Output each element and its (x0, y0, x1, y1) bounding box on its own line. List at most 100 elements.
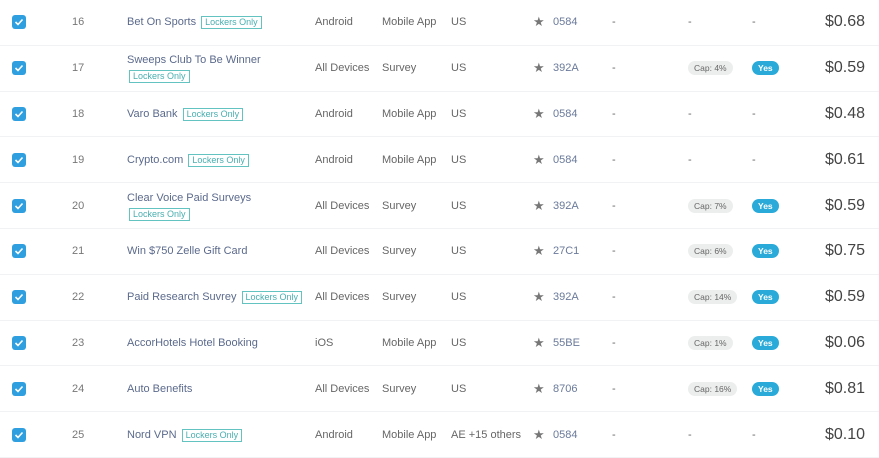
offer-name-text: Varo Bank (127, 107, 178, 120)
check-icon (14, 431, 24, 439)
check-icon (14, 339, 24, 347)
offer-type: Survey (382, 245, 417, 258)
row-checkbox[interactable] (12, 15, 26, 30)
device: Android (315, 428, 353, 441)
offer-name[interactable]: Nord VPN Lockers Only (127, 427, 307, 443)
device: iOS (315, 336, 334, 349)
table-row[interactable]: 17 Sweeps Club To Be Winner Lockers Only… (0, 46, 879, 92)
country: US (451, 382, 467, 395)
table-row[interactable]: 19 Crypto.com Lockers Only Android Mobil… (0, 137, 879, 184)
offer-name[interactable]: Varo Bank Lockers Only (127, 106, 307, 122)
star-icon[interactable]: ★ (533, 380, 545, 396)
offer-type: Mobile App (382, 16, 437, 29)
offer-name[interactable]: Paid Research Suvrey Lockers Only (127, 289, 307, 305)
table-row[interactable]: 24 Auto Benefits All Devices Survey US ★… (0, 366, 879, 413)
star-icon[interactable]: ★ (533, 243, 545, 259)
payout: $0.75 (824, 242, 865, 260)
star-icon[interactable]: ★ (533, 289, 545, 305)
country: AE +15 others (451, 428, 522, 441)
lockers-only-badge: Lockers Only (241, 291, 303, 305)
device: All Devices (315, 382, 370, 395)
table-row[interactable]: 22 Paid Research Suvrey Lockers Only All… (0, 275, 879, 321)
empty-cell: - (688, 153, 692, 166)
offer-name[interactable]: AccorHotels Hotel Booking (127, 335, 307, 351)
lockers-only-badge: Lockers Only (201, 16, 262, 30)
yes-badge: Yes (752, 290, 779, 305)
row-number: 25 (72, 428, 85, 441)
table-row[interactable]: 18 Varo Bank Lockers Only Android Mobile… (0, 92, 879, 138)
country: US (451, 291, 467, 304)
star-icon[interactable]: ★ (533, 105, 545, 121)
offer-name[interactable]: Auto Benefits (127, 381, 307, 397)
empty-cell: - (688, 16, 692, 29)
offer-name[interactable]: Clear Voice Paid Surveys Lockers Only (127, 190, 307, 222)
row-checkbox[interactable] (12, 290, 26, 305)
country: US (451, 16, 467, 29)
offer-name[interactable]: Win $750 Zelle Gift Card (127, 243, 307, 259)
yes-badge: Yes (752, 335, 779, 350)
offer-name[interactable]: Sweeps Club To Be Winner Lockers Only (127, 52, 307, 84)
offer-name[interactable]: Bet On Sports Lockers Only (127, 14, 307, 30)
offer-id: 0584 (553, 107, 578, 120)
payout: $0.59 (824, 196, 865, 214)
table-row[interactable]: 25 Nord VPN Lockers Only Android Mobile … (0, 412, 879, 458)
cap-badge: Cap: 6% (688, 244, 733, 259)
row-checkbox[interactable] (12, 198, 26, 213)
device: All Devices (315, 199, 370, 212)
device: Android (315, 16, 353, 29)
offer-id: 392A (553, 199, 579, 212)
empty-cell: - (612, 428, 616, 441)
star-icon[interactable]: ★ (533, 14, 545, 30)
row-checkbox[interactable] (12, 106, 26, 121)
offer-name[interactable]: Crypto.com Lockers Only (127, 152, 307, 168)
cap-badge: Cap: 16% (688, 381, 738, 396)
offer-id: 0584 (553, 16, 578, 29)
cap-badge: Cap: 7% (688, 198, 733, 213)
offer-id: 392A (553, 291, 579, 304)
row-checkbox[interactable] (12, 381, 26, 396)
offer-type: Mobile App (382, 153, 437, 166)
empty-cell: - (612, 382, 616, 395)
yes-badge: Yes (752, 244, 779, 259)
row-checkbox[interactable] (12, 335, 26, 350)
country: US (451, 336, 467, 349)
row-checkbox[interactable] (12, 427, 26, 442)
offer-id: 0584 (553, 428, 578, 441)
offer-name-text: Sweeps Club To Be Winner (127, 54, 261, 67)
star-icon[interactable]: ★ (533, 60, 545, 76)
table-row[interactable]: 23 AccorHotels Hotel Booking iOS Mobile … (0, 321, 879, 367)
cap-badge: Cap: 4% (688, 61, 733, 76)
cap-badge: Cap: 14% (688, 290, 738, 305)
star-icon[interactable]: ★ (533, 197, 545, 213)
table-row[interactable]: 16 Bet On Sports Lockers Only Android Mo… (0, 0, 879, 46)
row-number: 17 (72, 62, 85, 75)
offer-name-text: Crypto.com (127, 153, 184, 166)
table-row[interactable]: 21 Win $750 Zelle Gift Card All Devices … (0, 229, 879, 275)
row-number: 19 (72, 153, 85, 166)
check-icon (14, 294, 24, 301)
lockers-only-badge: Lockers Only (182, 107, 244, 121)
empty-cell: - (612, 107, 616, 120)
star-icon[interactable]: ★ (533, 426, 545, 442)
offer-type: Mobile App (382, 428, 437, 441)
payout: $0.06 (824, 333, 865, 351)
country: US (451, 199, 467, 212)
row-checkbox[interactable] (12, 61, 26, 76)
country: US (451, 153, 467, 166)
row-number: 22 (72, 291, 85, 304)
row-number: 16 (72, 16, 85, 29)
offer-name-text: AccorHotels Hotel Booking (127, 336, 258, 349)
row-checkbox[interactable] (12, 152, 26, 167)
offer-type: Mobile App (382, 107, 437, 120)
empty-cell: - (752, 16, 756, 29)
star-icon[interactable]: ★ (533, 334, 545, 350)
empty-cell: - (688, 428, 692, 441)
row-checkbox[interactable] (12, 244, 26, 259)
lockers-only-badge: Lockers Only (181, 428, 243, 442)
check-icon (14, 110, 24, 118)
star-icon[interactable]: ★ (533, 151, 545, 167)
empty-cell: - (752, 107, 756, 120)
table-row[interactable]: 20 Clear Voice Paid Surveys Lockers Only… (0, 183, 879, 229)
empty-cell: - (688, 107, 692, 120)
